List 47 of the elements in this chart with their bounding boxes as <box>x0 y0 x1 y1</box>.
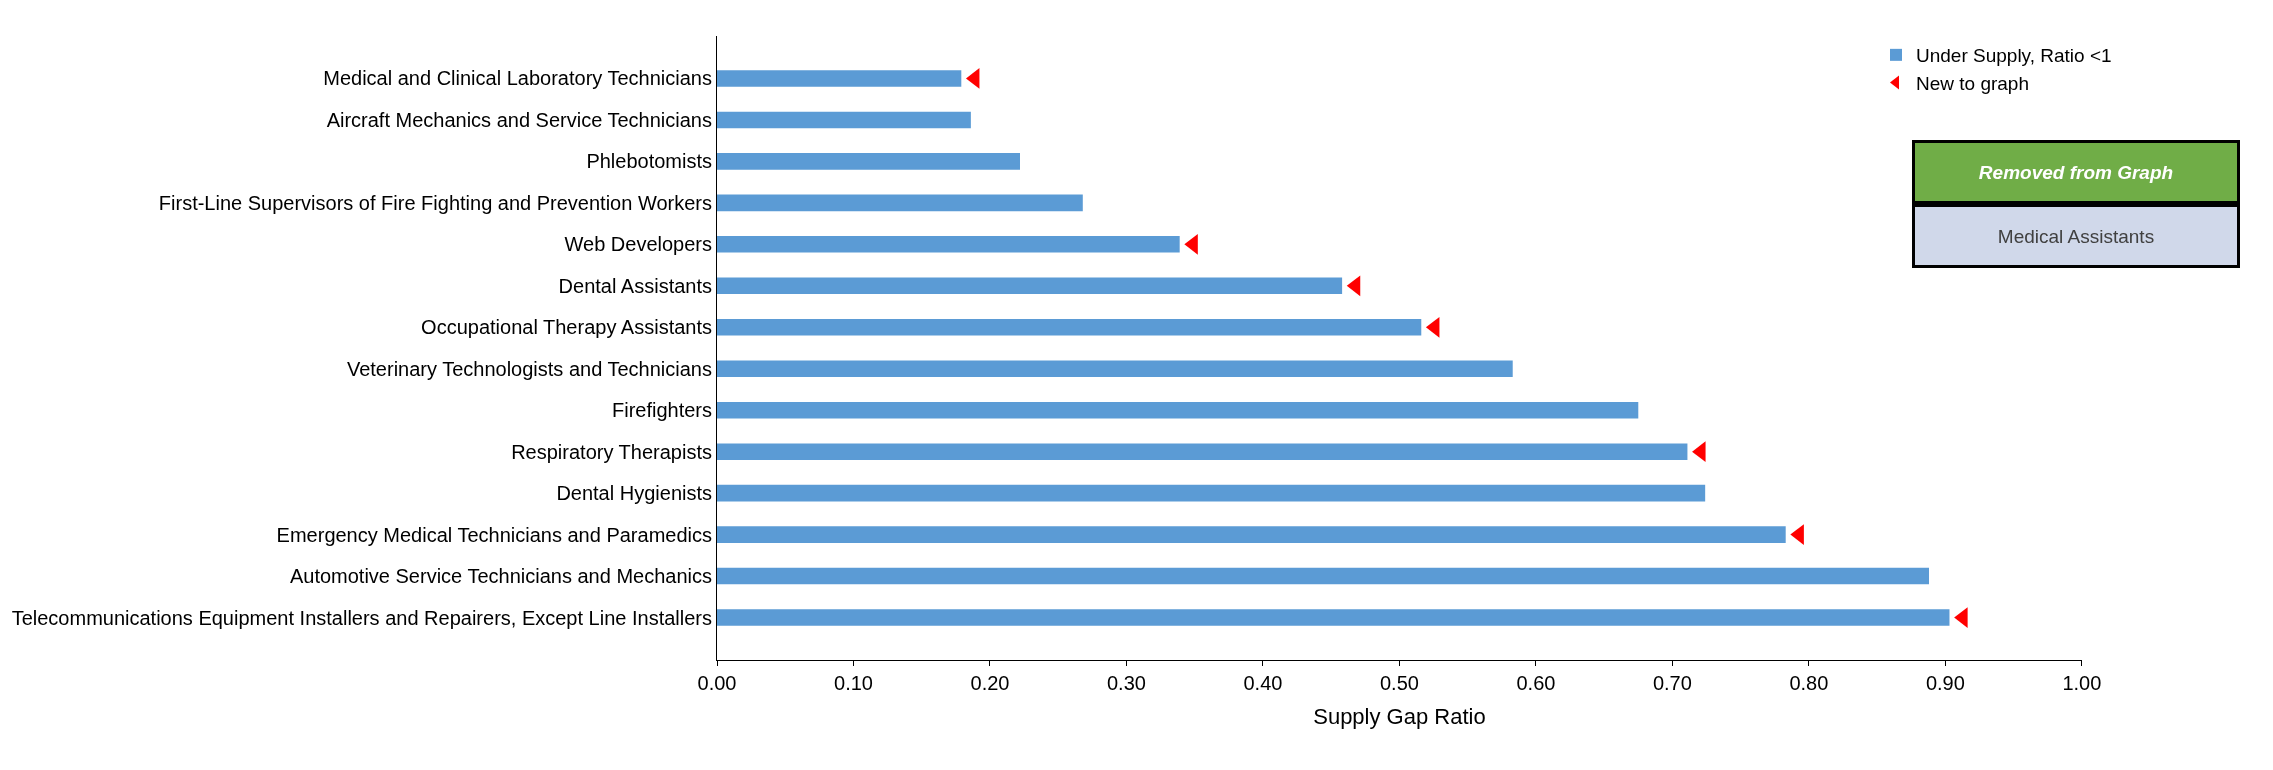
x-tick-label: 1.00 <box>2062 672 2102 694</box>
bar <box>717 111 971 129</box>
y-tick-label: Occupational Therapy Assistants <box>421 316 712 339</box>
bar <box>717 194 1083 212</box>
annotation: Removed from Graph <box>1978 161 2174 183</box>
x-tick-label: 0.30 <box>1106 672 1146 694</box>
point <box>965 68 980 89</box>
bar <box>717 443 1688 460</box>
y-tick-label: Dental Assistants <box>558 274 712 297</box>
y-tick-label: Telecommunications Equipment Installers and Repairers, Except Line Installers <box>11 606 712 629</box>
x-tick-label: 0.90 <box>1925 672 1965 694</box>
bar <box>717 277 1343 295</box>
picture-removed-from-graph-box: Removed from Graph <box>1912 140 2240 204</box>
y-tick-label: Phlebotomists <box>586 150 712 173</box>
annotation: Medical Assistants <box>1997 225 2155 247</box>
legend-label: Under Supply, Ratio <1 <box>1916 45 2112 67</box>
y-tick-label: Veterinary Technologists and Technicians <box>346 357 712 380</box>
x-axis-title: Supply Gap Ratio <box>1313 703 1486 729</box>
bar <box>717 526 1786 543</box>
y-tick-label: Dental Hygienists <box>556 482 712 505</box>
x-tick-label: 0.60 <box>1516 672 1556 694</box>
y-tick-label: Aircraft Mechanics and Service Technicians <box>326 108 712 131</box>
x-tick-label: 0.50 <box>1379 672 1419 694</box>
bar <box>717 70 962 87</box>
bar <box>717 360 1513 378</box>
bar <box>717 318 1422 336</box>
bar <box>717 609 1950 626</box>
x-tick-label: 0.20 <box>970 672 1010 694</box>
y-tick-label: Firefighters <box>611 399 712 422</box>
y-tick-label: Medical and Clinical Laboratory Technicians <box>323 67 712 90</box>
x-tick-label: 0.10 <box>834 672 873 694</box>
x-tick-label: 0.70 <box>1652 672 1692 694</box>
bar <box>717 484 1706 502</box>
bar <box>717 401 1639 419</box>
bar <box>717 567 1930 585</box>
y-tick-label: Emergency Medical Technicians and Paramedics <box>276 523 712 546</box>
y-tick-label: First-Line Supervisors of Fire Fighting and Prevention Workers <box>158 191 712 214</box>
y-tick-label: Automotive Service Technicians and Mechanics <box>289 565 712 588</box>
y-tick-label: Web Developers <box>564 233 712 256</box>
bar <box>717 153 1020 170</box>
x-tick-label: 0.00 <box>697 672 737 694</box>
picture-removed-from-graph-box: Medical Assistants <box>1912 204 2240 268</box>
x-tick-label: 0.80 <box>1789 672 1829 694</box>
y-tick-label: Respiratory Therapists <box>511 440 712 463</box>
x-tick-label: 0.40 <box>1243 672 1283 694</box>
bar <box>717 236 1180 253</box>
legend-label: New to graph <box>1916 72 2030 94</box>
